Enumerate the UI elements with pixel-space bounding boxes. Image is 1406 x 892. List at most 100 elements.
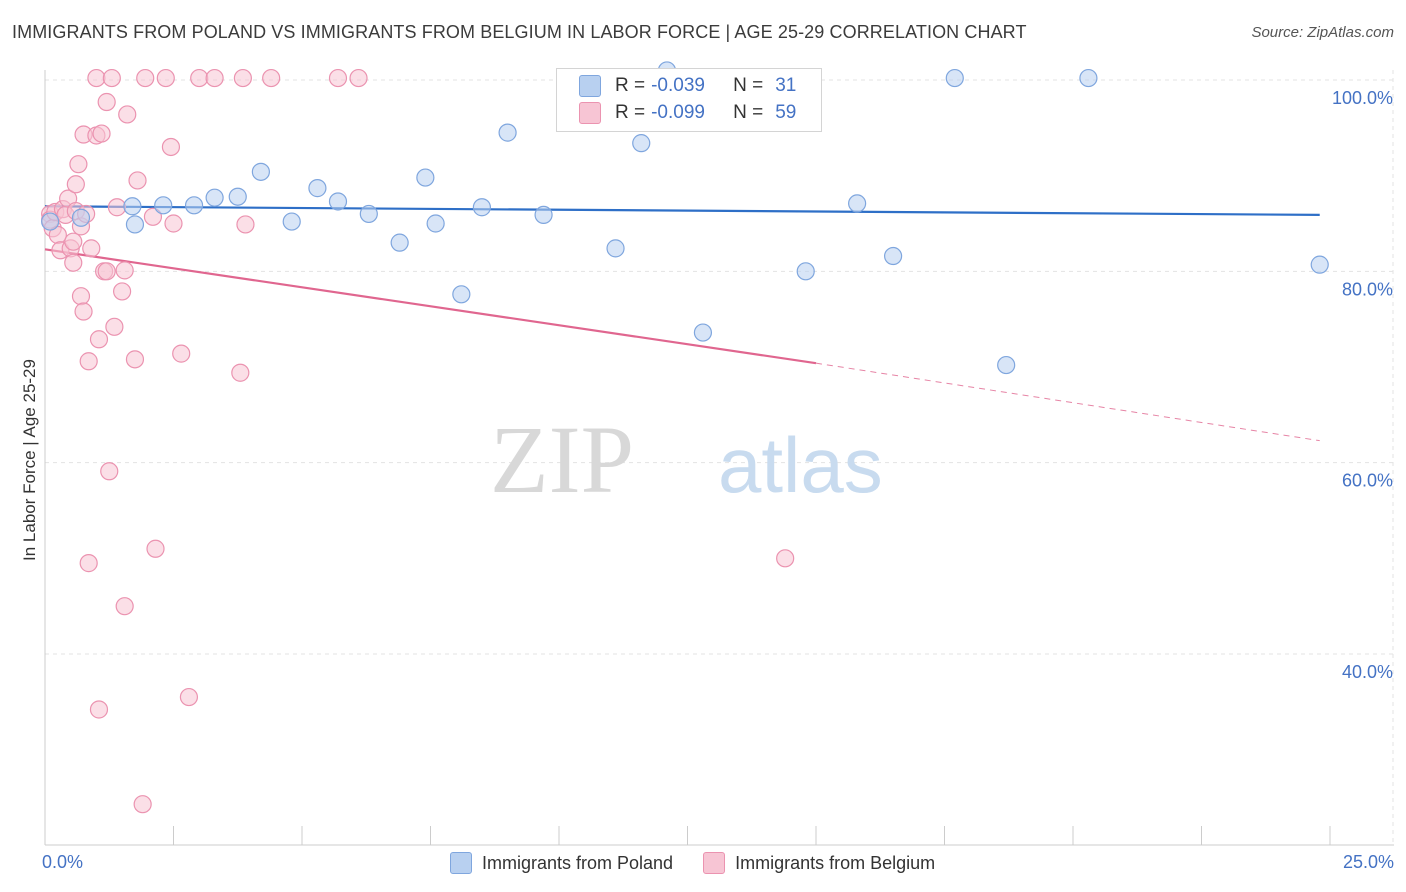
belgium-n-label: N = <box>733 102 764 123</box>
stats-box: R = -0.039 N = 31 R = -0.099 N = 59 <box>556 68 822 132</box>
legend-label-belgium: Immigrants from Belgium <box>735 852 936 873</box>
data-point-belgium <box>79 554 98 573</box>
data-point-poland <box>328 192 348 211</box>
data-point-belgium <box>118 105 137 124</box>
y-tick-label: 40.0% <box>1342 662 1393 682</box>
data-point-poland <box>426 214 445 233</box>
data-point-belgium <box>231 363 250 382</box>
data-point-poland <box>498 123 517 142</box>
data-point-poland <box>359 204 378 224</box>
data-point-poland <box>1079 68 1098 88</box>
data-point-belgium <box>74 302 93 321</box>
data-point-belgium <box>66 175 85 194</box>
watermark-atlas: atlas <box>718 421 883 509</box>
data-point-poland <box>205 188 224 207</box>
x-axis-max-label: 25.0% <box>1342 852 1394 872</box>
data-point-poland <box>997 355 1016 375</box>
y-tick-labels: 40.0% 60.0% 80.0% 100.0% <box>1332 88 1393 682</box>
data-point-belgium <box>146 539 165 558</box>
poland-n-label: N = <box>733 75 764 96</box>
data-point-belgium <box>71 287 91 306</box>
data-point-poland <box>41 212 60 231</box>
data-point-poland <box>251 162 270 181</box>
belgium-n-value: 59 <box>775 102 797 123</box>
data-point-belgium <box>115 261 134 280</box>
data-point-belgium <box>172 344 191 363</box>
data-point-poland <box>1310 255 1329 274</box>
poland-r-value: -0.039 <box>651 75 705 96</box>
data-point-belgium <box>69 155 88 174</box>
data-point-belgium <box>349 68 368 88</box>
data-point-poland <box>390 233 409 252</box>
data-point-poland <box>883 246 903 266</box>
data-point-belgium <box>156 68 175 88</box>
data-point-belgium <box>205 68 224 88</box>
belgium-r-value: -0.099 <box>651 102 705 123</box>
data-point-belgium <box>233 68 252 88</box>
poland-n-value: 31 <box>775 75 797 96</box>
trend-line-poland <box>44 205 1320 216</box>
data-point-poland <box>71 208 91 227</box>
data-point-poland <box>693 323 713 342</box>
y-axis-label: In Labor Force | Age 25-29 <box>20 359 39 561</box>
data-point-poland <box>632 134 651 153</box>
data-point-belgium <box>105 317 124 336</box>
chart-title: IMMIGRANTS FROM POLAND VS IMMIGRANTS FRO… <box>12 22 1027 42</box>
watermark-zip: ZIP <box>490 406 634 513</box>
data-point-poland <box>452 285 471 304</box>
watermark: ZIP atlas <box>490 406 883 513</box>
data-point-belgium <box>64 253 83 272</box>
data-point-poland <box>945 68 964 88</box>
data-point-poland <box>534 205 553 224</box>
data-point-poland <box>125 215 145 234</box>
poland-swatch <box>579 75 601 97</box>
data-point-belgium <box>125 350 145 369</box>
data-point-poland <box>796 262 815 281</box>
data-point-belgium <box>79 352 98 371</box>
data-point-poland <box>416 168 435 187</box>
data-point-belgium <box>161 137 181 157</box>
y-tick-label: 100.0% <box>1332 88 1393 108</box>
belgium-swatch <box>579 102 601 124</box>
data-point-belgium <box>136 68 155 88</box>
data-point-belgium <box>102 68 121 88</box>
legend-swatch-belgium <box>703 852 726 874</box>
stats-row-belgium: R = -0.099 N = 59 <box>579 102 796 124</box>
data-point-belgium <box>328 68 348 88</box>
legend: Immigrants from Poland Immigrants from B… <box>450 852 965 874</box>
data-point-poland <box>282 212 301 231</box>
data-point-belgium <box>115 597 134 616</box>
data-point-poland <box>308 179 327 198</box>
data-point-belgium <box>179 687 199 707</box>
data-point-belgium <box>107 198 127 217</box>
data-points <box>41 61 1329 814</box>
belgium-r-label: R = <box>615 102 646 123</box>
data-point-belgium <box>112 282 132 301</box>
data-point-belgium <box>133 795 152 814</box>
axes <box>44 70 1394 846</box>
data-point-poland <box>154 196 173 215</box>
data-point-belgium <box>89 700 109 719</box>
legend-label-poland: Immigrants from Poland <box>482 852 674 873</box>
data-point-belgium <box>262 68 281 88</box>
data-point-belgium <box>87 68 106 88</box>
data-point-belgium <box>776 549 795 568</box>
data-point-belgium <box>236 215 255 234</box>
data-point-poland <box>228 187 247 206</box>
data-point-belgium <box>97 92 116 112</box>
data-point-belgium <box>82 239 101 258</box>
data-point-belgium <box>143 207 163 226</box>
y-tick-label: 80.0% <box>1342 279 1393 299</box>
legend-item-poland[interactable]: Immigrants from Poland <box>450 852 673 874</box>
data-point-belgium <box>100 462 119 481</box>
y-tick-label: 60.0% <box>1342 471 1393 491</box>
data-point-belgium <box>164 214 183 233</box>
data-point-poland <box>123 197 142 216</box>
trend-line-belgium <box>44 248 817 365</box>
x-axis-min-label: 0.0% <box>42 852 84 872</box>
trend-line-belgium-extrapolated <box>815 362 1320 442</box>
legend-swatch-poland <box>450 852 472 874</box>
legend-item-belgium[interactable]: Immigrants from Belgium <box>703 852 935 874</box>
data-point-belgium <box>190 68 209 88</box>
